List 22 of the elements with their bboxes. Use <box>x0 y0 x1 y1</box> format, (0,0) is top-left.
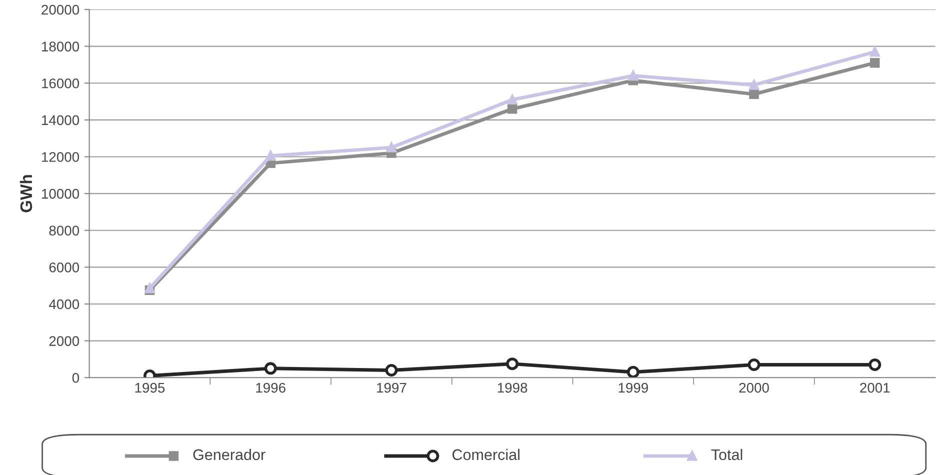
x-tick-label: 1999 <box>618 382 648 393</box>
y-tick-label: 6000 <box>49 262 80 272</box>
y-tick-label: 12000 <box>42 152 80 162</box>
x-tick-label: 1997 <box>377 382 406 393</box>
y-tick-label: 14000 <box>42 115 80 126</box>
y-tick-label: 2000 <box>49 336 80 346</box>
x-tick-label: 2000 <box>739 382 769 393</box>
y-axis-title: GWh <box>20 175 32 212</box>
y-tick-label: 16000 <box>42 78 80 88</box>
y-tick-label: 4000 <box>49 299 80 310</box>
x-tick-label: 1996 <box>256 382 286 393</box>
x-tick-label: 2001 <box>860 382 890 393</box>
y-tick-label: 0 <box>72 372 80 383</box>
y-tick-label: 18000 <box>42 42 80 52</box>
x-tick-label: 1998 <box>498 382 528 393</box>
legend-label: Total <box>711 448 742 460</box>
x-tick-label: 1995 <box>135 382 165 393</box>
y-tick-label: 20000 <box>42 4 80 15</box>
y-tick-label: 10000 <box>42 188 80 199</box>
legend-label: Generador <box>193 448 266 460</box>
y-tick-label: 8000 <box>49 226 80 236</box>
legend-label: Comercial <box>452 448 520 460</box>
